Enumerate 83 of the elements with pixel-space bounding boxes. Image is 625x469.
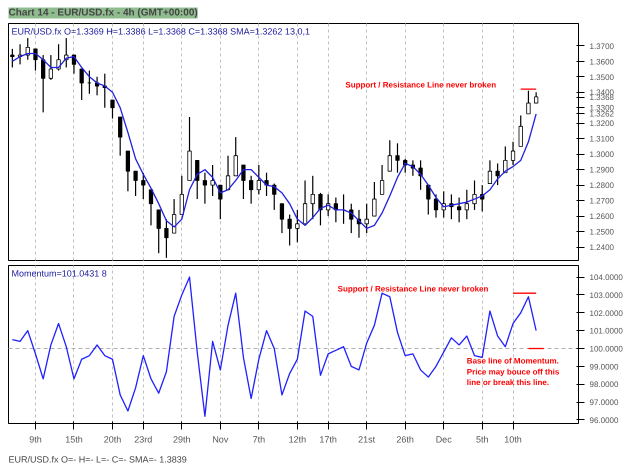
candlestick [218, 184, 222, 220]
candlestick [210, 164, 215, 197]
candlestick [426, 184, 430, 216]
y-tick-label: 1.2700 [590, 196, 615, 206]
candlestick [280, 203, 284, 234]
x-tick-label: 23rd [134, 434, 152, 444]
y-tick-label: 1.2600 [590, 212, 615, 222]
annotation: Support / Resistance Line never broken [338, 284, 488, 294]
y-tick-label: 1.3500 [590, 72, 615, 82]
candlestick [126, 150, 130, 192]
x-tick-label: 5th [476, 434, 488, 444]
candlestick [141, 172, 146, 200]
candlestick [110, 99, 115, 120]
y-tick-label: 96.0000 [590, 416, 619, 425]
candlestick [488, 160, 492, 184]
candlestick [118, 116, 122, 156]
x-tick-label: 21st [358, 434, 376, 444]
y-tick-label: 1.2400 [590, 243, 615, 252]
y-tick-label: 100.0000 [590, 344, 624, 354]
candlestick [364, 203, 369, 234]
candlestick [464, 189, 469, 220]
y-tick-label: 1.3700 [590, 42, 615, 51]
candlestick [256, 164, 261, 195]
annotation: Base line of Momentum. Price may bouce off this line or break this line. [466, 356, 560, 388]
y-tick-label: 99.0000 [590, 362, 619, 372]
candlestick [380, 164, 384, 195]
x-tick-label: 9th [29, 434, 42, 444]
x-tick-label: 20th [104, 434, 122, 444]
y-tick-label: 98.0000 [590, 380, 619, 390]
candlestick [495, 162, 500, 186]
chart-subtitle: Momentum=101.0431 8 [12, 268, 107, 278]
candlestick [372, 181, 377, 217]
candlestick [518, 114, 523, 148]
y-tick-label: 1.2500 [590, 228, 615, 237]
candlestick [510, 141, 516, 166]
y-tick-label: 1.3000 [590, 150, 615, 160]
candlestick [295, 209, 300, 243]
candlestick [202, 172, 208, 204]
x-tick-label: 29th [173, 434, 191, 444]
candlestick [456, 196, 462, 223]
y-tick-label: 1.2900 [590, 166, 615, 175]
candlestick [310, 175, 315, 220]
x-tick-label: 10th [504, 434, 522, 444]
candlestick [526, 90, 531, 115]
annotation: Support / Resistance Line never broken [345, 80, 496, 90]
x-tick-label: Nov [212, 434, 229, 444]
x-tick-label: 17th [319, 434, 337, 444]
candlestick [133, 170, 138, 197]
y-tick-label: 1.3100 [590, 134, 615, 144]
chart-title: Chart 14 - EUR/USD.fx - 4h (GMT+00:00) [8, 8, 198, 18]
candlestick [288, 214, 292, 246]
y-tick-label: 101.0000 [590, 326, 624, 336]
candlestick [156, 209, 161, 254]
candlestick [164, 218, 169, 258]
y-tick-label: 97.0000 [590, 398, 619, 408]
candlestick [41, 54, 46, 113]
x-tick-label: 26th [396, 434, 414, 444]
candlestick [272, 182, 276, 210]
y-tick-label: 103.0000 [590, 290, 624, 300]
candlestick [388, 140, 392, 172]
y-tick-label: 102.0000 [590, 308, 624, 318]
candlestick [195, 160, 200, 200]
x-tick-label: 7th [252, 434, 266, 444]
chart-subtitle: EUR/USD.fx O=1.3369 H=1.3386 L=1.3368 C=1.3368 SMA=1.3262 13,0,1 [12, 26, 310, 36]
candlestick [249, 175, 254, 204]
text: EUR/USD.fx O=- H=- L=- C=- SMA=- 1.3839 [8, 454, 187, 464]
candlestick [48, 54, 53, 80]
candlestick [534, 92, 538, 104]
candlestick [26, 37, 30, 60]
x-tick-label: 12th [288, 434, 306, 444]
candlestick [234, 136, 238, 176]
y-tick-label: 1.3600 [590, 57, 615, 66]
candlestick [302, 180, 308, 224]
y-tick-label: 1.3262 [590, 110, 615, 119]
x-tick-label: 15th [65, 434, 83, 444]
y-tick-label: 104.0000 [590, 273, 624, 282]
y-tick-label: 1.2800 [590, 181, 615, 190]
y-tick-label: 1.3200 [590, 119, 615, 128]
candlestick [80, 68, 84, 101]
x-tick-label: Dec [436, 434, 452, 444]
candlestick [503, 146, 508, 174]
candlestick [434, 194, 438, 218]
candlestick [180, 175, 184, 216]
